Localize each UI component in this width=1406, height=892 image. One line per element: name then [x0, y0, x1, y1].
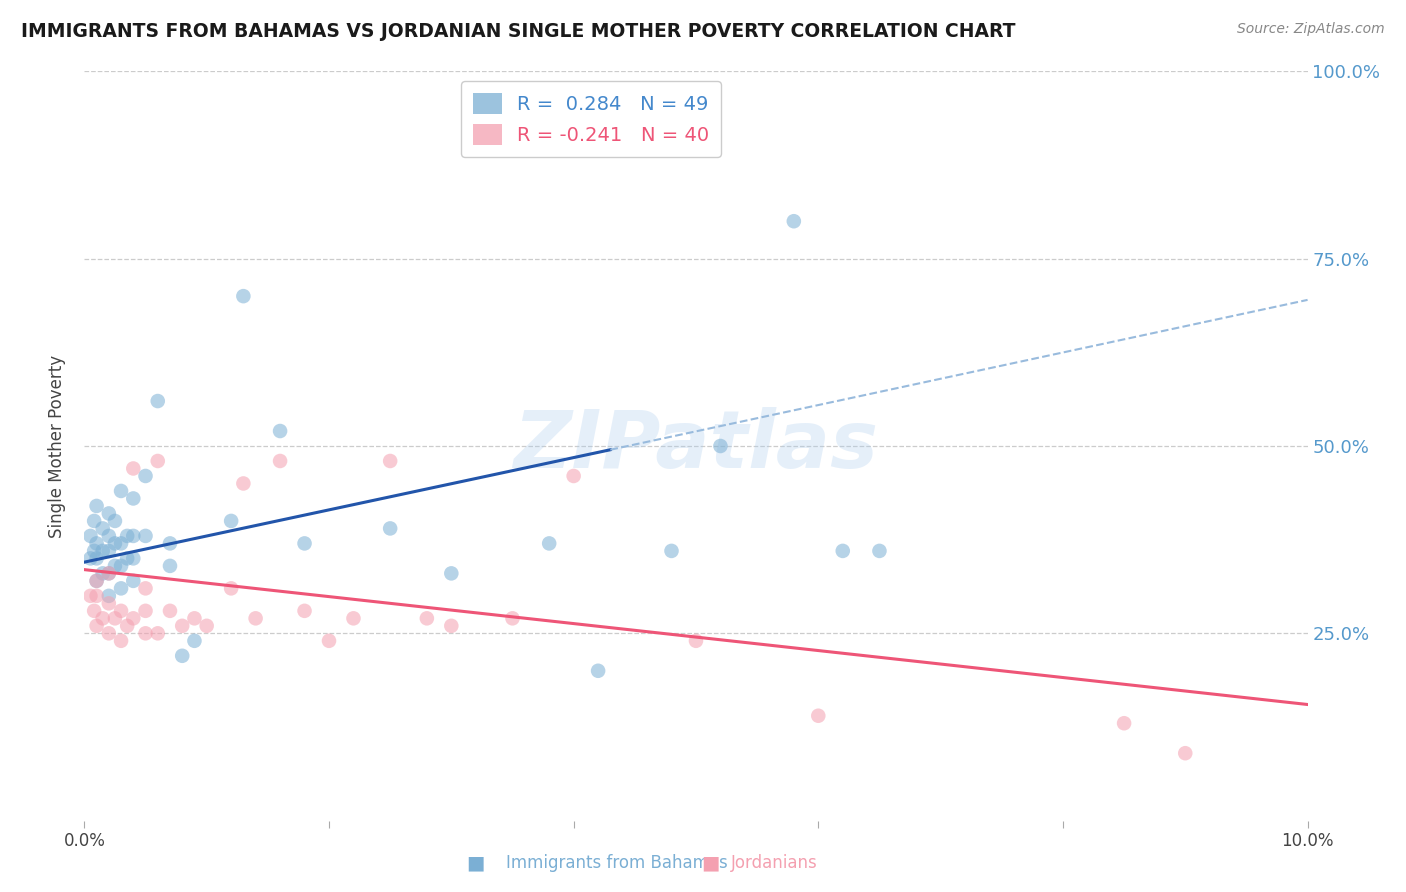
- Point: [318, 633, 340, 648]
- Point: [104, 558, 127, 573]
- Point: [122, 491, 145, 506]
- Point: [86, 499, 108, 513]
- Point: [269, 454, 291, 468]
- Point: [1114, 716, 1136, 731]
- Point: [122, 611, 145, 625]
- Point: [135, 529, 157, 543]
- Point: [104, 611, 127, 625]
- Point: [172, 619, 194, 633]
- Point: [380, 521, 402, 535]
- Text: ■: ■: [700, 854, 720, 872]
- Text: IMMIGRANTS FROM BAHAMAS VS JORDANIAN SINGLE MOTHER POVERTY CORRELATION CHART: IMMIGRANTS FROM BAHAMAS VS JORDANIAN SIN…: [21, 22, 1015, 41]
- Text: ZIPatlas: ZIPatlas: [513, 407, 879, 485]
- Point: [97, 626, 120, 640]
- Point: [1174, 746, 1197, 760]
- Point: [135, 604, 157, 618]
- Point: [115, 619, 138, 633]
- Point: [195, 619, 218, 633]
- Point: [110, 536, 132, 550]
- Point: [869, 544, 891, 558]
- Point: [807, 708, 830, 723]
- Point: [146, 394, 169, 409]
- Point: [110, 604, 132, 618]
- Point: [83, 544, 105, 558]
- Point: [91, 611, 114, 625]
- Point: [502, 611, 524, 625]
- Point: [159, 536, 181, 550]
- Point: [97, 596, 120, 610]
- Point: [97, 507, 120, 521]
- Point: [135, 469, 157, 483]
- Point: [91, 566, 114, 581]
- Point: [146, 454, 169, 468]
- Point: [416, 611, 439, 625]
- Point: [97, 589, 120, 603]
- Point: [79, 589, 101, 603]
- Point: [159, 558, 181, 573]
- Point: [97, 566, 120, 581]
- Point: [86, 619, 108, 633]
- Point: [115, 529, 138, 543]
- Point: [562, 469, 585, 483]
- Point: [86, 536, 108, 550]
- Text: Immigrants from Bahamas: Immigrants from Bahamas: [506, 855, 728, 872]
- Point: [110, 582, 132, 596]
- Point: [709, 439, 731, 453]
- Point: [83, 604, 105, 618]
- Point: [97, 529, 120, 543]
- Text: ■: ■: [465, 854, 485, 872]
- Point: [86, 589, 108, 603]
- Point: [97, 566, 120, 581]
- Text: Jordanians: Jordanians: [731, 855, 818, 872]
- Point: [79, 551, 101, 566]
- Point: [159, 604, 181, 618]
- Point: [294, 604, 316, 618]
- Point: [110, 558, 132, 573]
- Point: [115, 551, 138, 566]
- Y-axis label: Single Mother Poverty: Single Mother Poverty: [48, 354, 66, 538]
- Point: [183, 611, 205, 625]
- Point: [122, 529, 145, 543]
- Point: [86, 574, 108, 588]
- Point: [440, 566, 463, 581]
- Point: [586, 664, 609, 678]
- Point: [104, 514, 127, 528]
- Point: [79, 529, 101, 543]
- Point: [232, 289, 254, 303]
- Point: [86, 574, 108, 588]
- Point: [146, 626, 169, 640]
- Point: [183, 633, 205, 648]
- Point: [538, 536, 561, 550]
- Point: [661, 544, 683, 558]
- Point: [245, 611, 267, 625]
- Text: Source: ZipAtlas.com: Source: ZipAtlas.com: [1237, 22, 1385, 37]
- Point: [122, 551, 145, 566]
- Point: [172, 648, 194, 663]
- Legend: R =  0.284   N = 49, R = -0.241   N = 40: R = 0.284 N = 49, R = -0.241 N = 40: [461, 81, 721, 156]
- Point: [440, 619, 463, 633]
- Point: [83, 514, 105, 528]
- Point: [110, 633, 132, 648]
- Point: [294, 536, 316, 550]
- Point: [269, 424, 291, 438]
- Point: [342, 611, 364, 625]
- Point: [783, 214, 806, 228]
- Point: [685, 633, 707, 648]
- Point: [219, 514, 242, 528]
- Point: [91, 521, 114, 535]
- Point: [135, 626, 157, 640]
- Point: [232, 476, 254, 491]
- Point: [122, 461, 145, 475]
- Point: [104, 536, 127, 550]
- Point: [122, 574, 145, 588]
- Point: [91, 544, 114, 558]
- Point: [97, 544, 120, 558]
- Point: [110, 483, 132, 498]
- Point: [135, 582, 157, 596]
- Point: [86, 551, 108, 566]
- Point: [831, 544, 853, 558]
- Point: [219, 582, 242, 596]
- Point: [380, 454, 402, 468]
